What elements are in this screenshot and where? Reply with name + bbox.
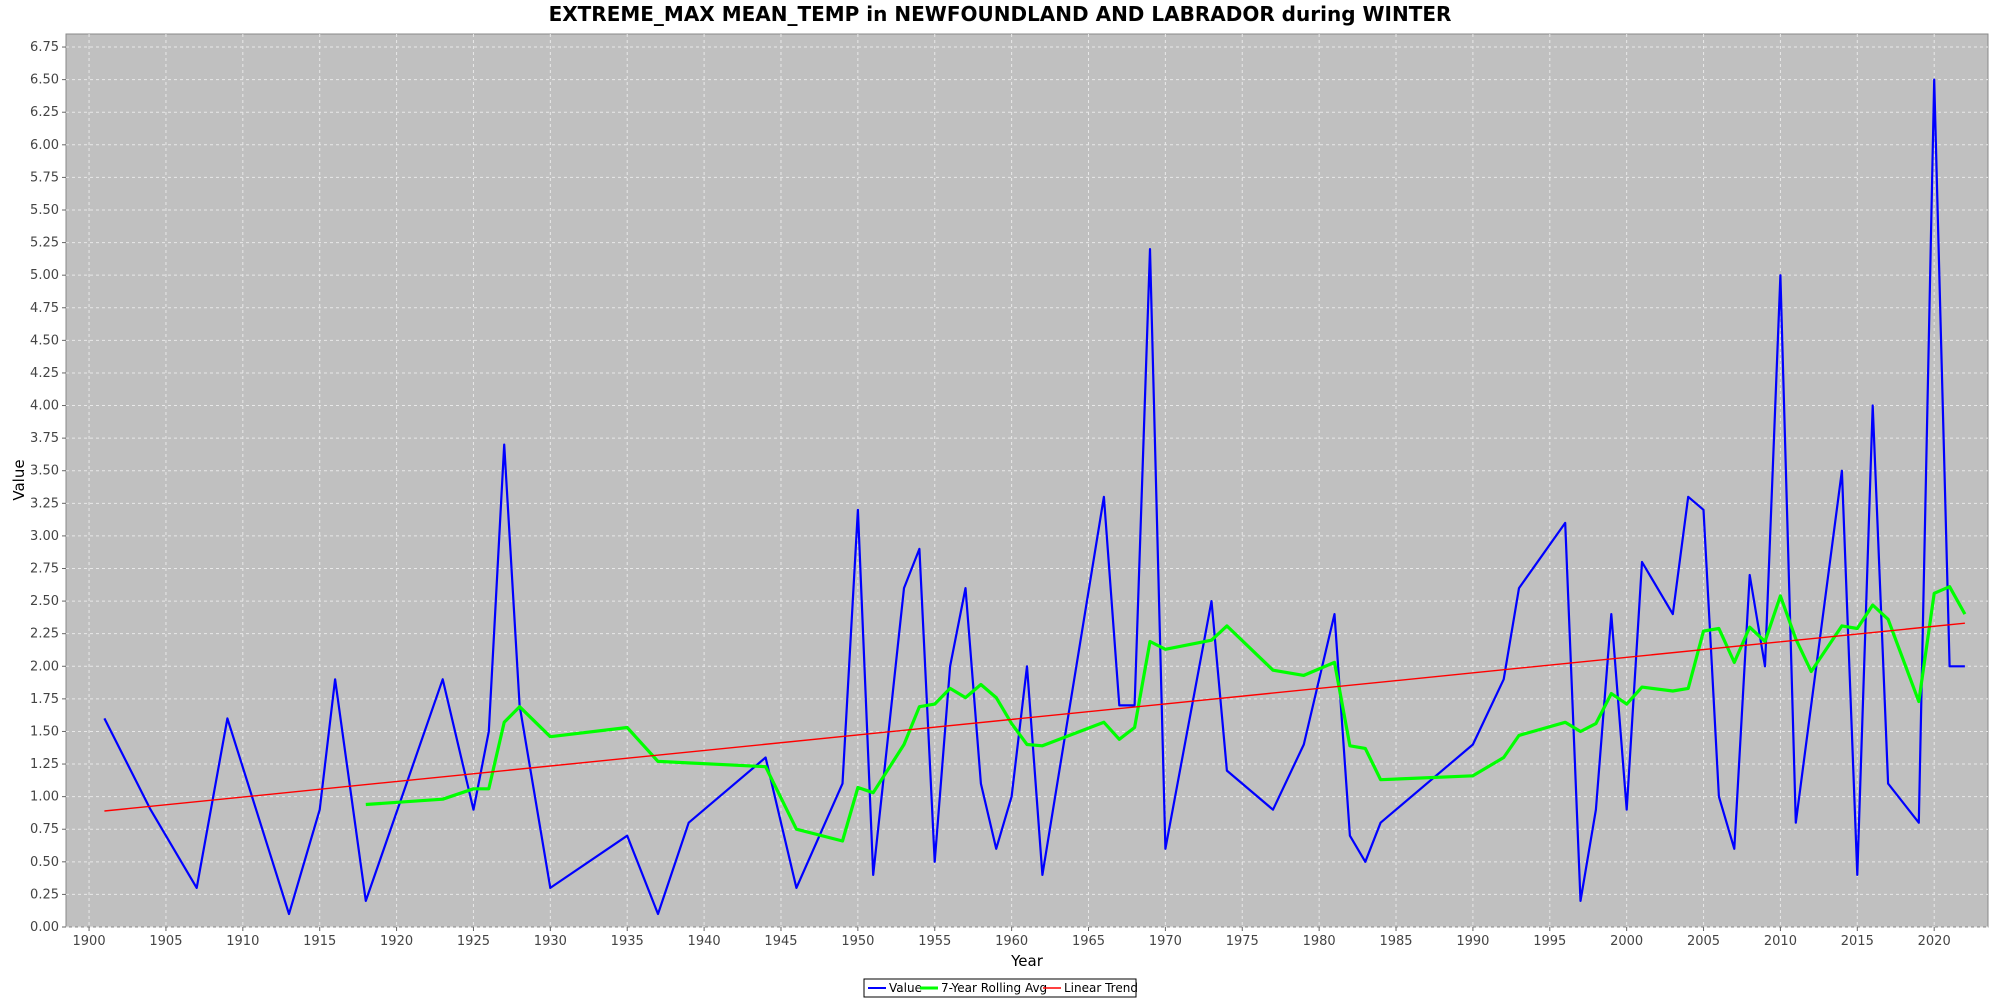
x-tick-label: 1990 [1456, 934, 1489, 949]
chart-title: EXTREME_MAX MEAN_TEMP in NEWFOUNDLAND AN… [549, 2, 1452, 26]
y-tick-label: 6.25 [30, 105, 59, 120]
grid [66, 34, 1988, 928]
y-tick-label: 2.25 [30, 627, 59, 642]
y-tick-label: 0.50 [30, 855, 59, 870]
x-tick-label: 2005 [1687, 934, 1720, 949]
x-tick-label: 1940 [688, 934, 721, 949]
y-tick-label: 4.00 [30, 399, 59, 414]
y-tick-label: 5.25 [30, 236, 59, 251]
series-line-value [103, 78, 1965, 916]
x-tick-label: 2000 [1610, 934, 1643, 949]
x-tick-label: 1925 [457, 934, 490, 949]
axes [62, 46, 1935, 931]
y-tick-label: 2.00 [30, 659, 59, 674]
x-tick-label: 1985 [1379, 934, 1412, 949]
x-tick-label: 1935 [611, 934, 644, 949]
x-tick-label: 1930 [534, 934, 567, 949]
y-tick-label: 0.75 [30, 822, 59, 837]
y-tick-label: 4.75 [30, 301, 59, 316]
x-tick-label: 1955 [918, 934, 951, 949]
y-tick-label: 5.50 [30, 203, 59, 218]
y-tick-label: 2.50 [30, 594, 59, 609]
x-tick-label: 1960 [995, 934, 1028, 949]
x-tick-label: 1970 [1149, 934, 1182, 949]
x-tick-label: 2020 [1918, 934, 1951, 949]
x-tick-label: 2010 [1764, 934, 1797, 949]
y-tick-label: 5.75 [30, 170, 59, 185]
y-tick-label: 3.00 [30, 529, 59, 544]
y-tick-label: 1.50 [30, 724, 59, 739]
x-tick-label: 1910 [226, 934, 259, 949]
y-tick-label: 1.00 [30, 790, 59, 805]
series-layer [103, 78, 1967, 916]
legend-box [863, 978, 1137, 998]
x-tick-label: 1905 [149, 934, 182, 949]
x-tick-label: 1995 [1533, 934, 1566, 949]
x-tick-label: 1965 [1072, 934, 1105, 949]
y-tick-label: 0.25 [30, 887, 59, 902]
x-tick-label: 1975 [1226, 934, 1259, 949]
legend-label-rolling: 7-Year Rolling Avg [941, 981, 1047, 995]
y-tick-label: 3.75 [30, 431, 59, 446]
x-tick-label: 1950 [841, 934, 874, 949]
y-tick-label: 4.25 [30, 366, 59, 381]
legend-label-value: Value [889, 981, 922, 995]
y-tick-label: 1.25 [30, 757, 59, 772]
y-tick-label: 4.50 [30, 333, 59, 348]
y-tick-label: 0.00 [30, 920, 59, 935]
legend: Value 7-Year Rolling Avg Linear Trend [863, 978, 1138, 998]
x-tick-label: 1915 [303, 934, 336, 949]
y-tick-label: 2.75 [30, 561, 59, 576]
y-tick-label: 5.00 [30, 268, 59, 283]
y-tick-label: 6.50 [30, 73, 59, 88]
x-axis-label: Year [1010, 952, 1044, 970]
y-axis-label: Value [10, 459, 28, 500]
plot-area [65, 33, 1989, 928]
y-tick-label: 6.75 [30, 40, 59, 55]
y-tick-label: 1.75 [30, 692, 59, 707]
x-tick-label: 2015 [1841, 934, 1874, 949]
series-line-rolling-avg [365, 585, 1967, 843]
y-tick-label: 3.25 [30, 496, 59, 511]
y-tick-labels: 0.00 0.25 0.50 0.75 1.00 1.25 1.50 1.75 2.00 2.25… [30, 40, 59, 935]
x-tick-label: 1900 [73, 934, 106, 949]
x-tick-label: 1980 [1303, 934, 1336, 949]
x-tick-label: 1945 [764, 934, 797, 949]
legend-label-trend: Linear Trend [1064, 981, 1138, 995]
y-tick-label: 6.00 [30, 138, 59, 153]
series-line-linear-trend [104, 622, 1965, 812]
y-tick-label: 3.50 [30, 464, 59, 479]
x-tick-label: 1920 [380, 934, 413, 949]
x-tick-labels: 1900 1905 1910 1915 1920 1925 1930 1935 1940 1945… [73, 934, 1951, 949]
